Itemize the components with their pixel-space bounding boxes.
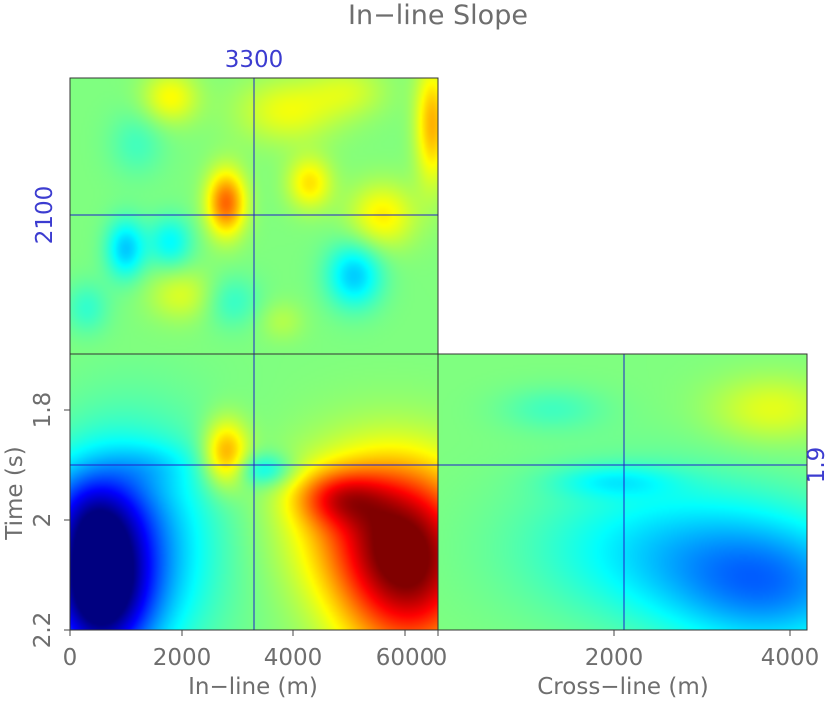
x-tick-label: 4000 (264, 645, 323, 671)
y-tick-label: 1.8 (30, 392, 56, 429)
x-tick-label: 2000 (153, 645, 212, 671)
frame-bottom-right (437, 353, 808, 631)
y-axis-label: Time (s) (2, 446, 28, 541)
x-tick-label: 6000 (376, 645, 435, 671)
inline-slice-label: 3300 (225, 47, 284, 73)
x2-axis-label: Cross−line (m) (537, 674, 709, 700)
panel-crossline-time (438, 354, 807, 630)
tick-marks (64, 409, 791, 636)
y-tick-label: 2 (30, 513, 56, 528)
chart-title: In−line Slope (348, 0, 528, 31)
x2-tick-label: 2000 (585, 645, 644, 671)
y-tick-label: 2.2 (30, 612, 56, 649)
crossline-slice-label: 2100 (32, 186, 58, 245)
heatmap-crossline-time (438, 354, 807, 630)
x2-tick-label: 4000 (761, 645, 820, 671)
panel-frames (69, 77, 808, 631)
x-axis-label: In−line (m) (188, 674, 318, 700)
x2-tick-label: 0 (433, 645, 448, 671)
time-slice-label: 1.9 (804, 447, 830, 484)
x-tick-label: 0 (63, 645, 78, 671)
